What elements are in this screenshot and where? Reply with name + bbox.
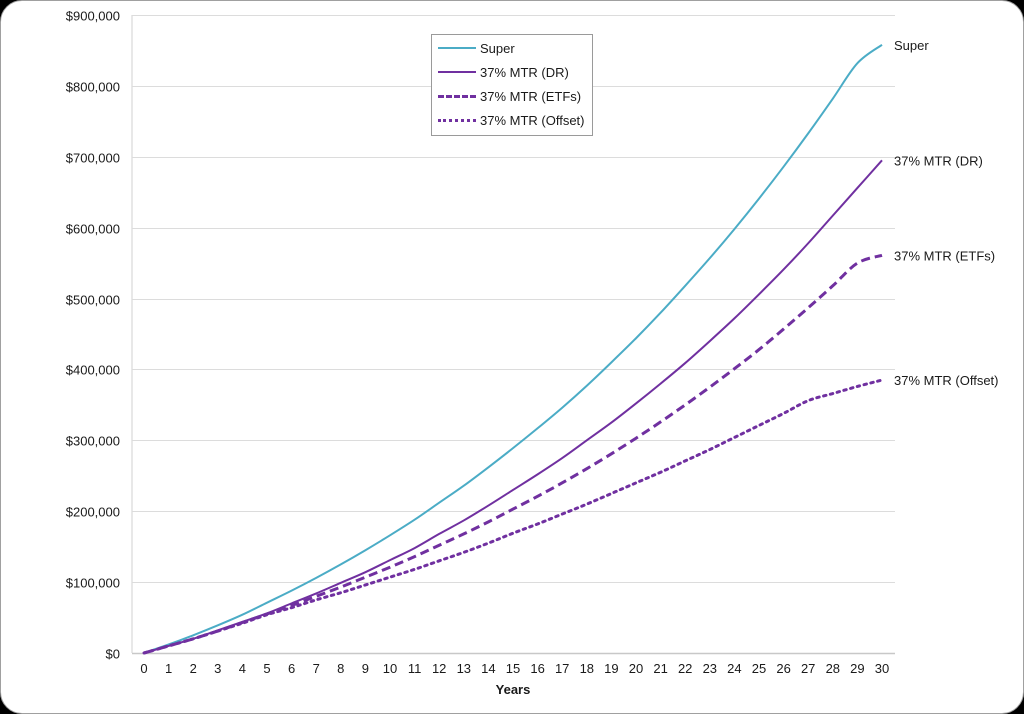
legend-item-offset: 37% MTR (Offset) [438,111,585,129]
x-tick-label: 12 [432,661,446,676]
x-tick-label: 0 [140,661,147,676]
solid-line-icon [438,71,476,73]
x-tick-label: 2 [190,661,197,676]
legend-label: 37% MTR (ETFs) [480,88,582,104]
y-axis-ticks: $0 $100,000 $200,000 $300,000 $400,000 $500,0… [66,9,120,662]
legend-item-dr: 37% MTR (DR) [438,63,569,81]
x-tick-label: 29 [850,661,864,676]
series-end-label: 37% MTR (ETFs) [894,248,995,263]
y-tick-label: $900,000 [66,9,120,24]
series-line-3 [142,378,884,655]
legend-label: 37% MTR (DR) [480,64,569,80]
series-end-label: Super [894,38,929,53]
dotted-line-icon [438,118,476,122]
series-line-0 [143,43,883,654]
x-tick-label: 22 [678,661,692,676]
legend-item-super: Super [438,39,515,57]
x-tick-label: 14 [481,661,495,676]
x-tick-label: 3 [214,661,221,676]
series-line-1 [143,159,883,654]
y-tick-label: $200,000 [66,505,120,520]
x-tick-label: 15 [506,661,520,676]
dashed-line-icon [438,94,476,98]
x-tick-label: 17 [555,661,569,676]
x-tick-label: 19 [604,661,618,676]
x-axis-ticks: 0 1 2 3 4 5 6 7 8 9 10 11 12 13 14 15 16 17 18 19 20 21 22 23 24… [140,661,889,676]
x-tick-label: 6 [288,661,295,676]
legend-label: 37% MTR (Offset) [480,112,585,128]
y-tick-label: $500,000 [66,293,120,308]
x-tick-label: 13 [457,661,471,676]
x-tick-label: 11 [408,661,422,676]
series-end-label: 37% MTR (DR) [894,153,983,168]
legend: Super 37% MTR (DR) 37% MTR (ETFs) 37% MT… [431,34,593,136]
x-tick-label: 27 [801,661,815,676]
x-tick-label: 5 [263,661,270,676]
x-tick-label: 16 [530,661,544,676]
legend-label: Super [480,40,515,56]
x-tick-label: 1 [165,661,172,676]
y-tick-label: $800,000 [66,80,120,95]
y-tick-label: $400,000 [66,363,120,378]
x-tick-label: 20 [629,661,643,676]
x-tick-label: 8 [337,661,344,676]
x-axis-label: Years [496,682,531,697]
y-tick-label: $700,000 [66,151,120,166]
x-tick-label: 26 [776,661,790,676]
x-tick-label: 18 [580,661,594,676]
y-tick-label: $600,000 [66,222,120,237]
y-tick-label: $0 [106,647,120,662]
legend-item-etfs: 37% MTR (ETFs) [438,87,581,105]
solid-line-icon [438,47,476,49]
y-tick-label: $300,000 [66,434,120,449]
x-tick-label: 28 [826,661,840,676]
series-end-label: 37% MTR (Offset) [894,373,999,388]
x-tick-label: 10 [383,661,397,676]
x-tick-label: 25 [752,661,766,676]
series-lines [142,43,884,655]
x-tick-label: 7 [313,661,320,676]
x-tick-label: 21 [653,661,667,676]
series-line-2 [143,253,883,655]
x-tick-label: 23 [703,661,717,676]
x-tick-label: 4 [239,661,246,676]
x-tick-label: 30 [875,661,889,676]
y-tick-label: $100,000 [66,576,120,591]
x-tick-label: 24 [727,661,741,676]
x-tick-label: 9 [362,661,369,676]
series-end-labels: Super 37% MTR (DR) 37% MTR (ETFs) 37% MTR (… [894,38,999,388]
